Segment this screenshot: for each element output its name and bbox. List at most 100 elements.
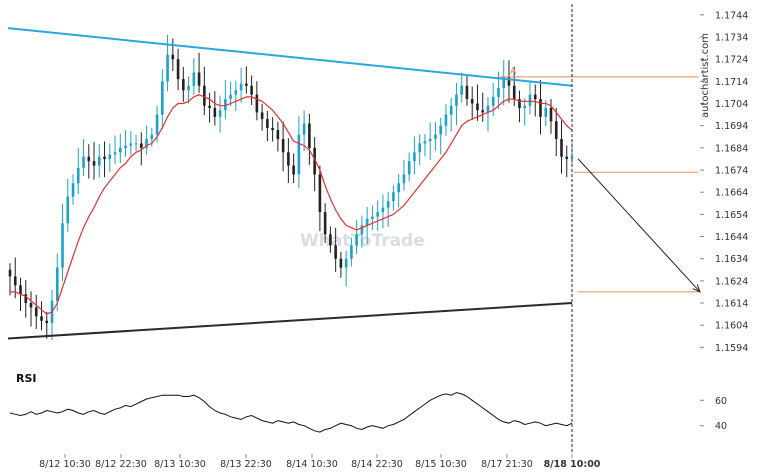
time-tick-label: 8/18 10:00 [544, 459, 601, 470]
time-tick-label: 8/14 22:30 [351, 459, 403, 470]
candle-body [507, 76, 511, 86]
candle-body [192, 72, 196, 86]
price-tick-label: 1.1634 [715, 254, 748, 265]
candle-body [224, 99, 227, 111]
candle-body [491, 96, 495, 106]
candle-body [19, 285, 22, 295]
candle-body [34, 307, 38, 317]
candle-body [460, 85, 464, 95]
price-tick-label: 1.1654 [715, 210, 748, 221]
candle-body [255, 94, 259, 113]
candle-body [92, 161, 96, 166]
candle-body [229, 94, 232, 100]
candle-body [239, 83, 243, 91]
rsi-label: RSI [16, 372, 37, 385]
candle-body [176, 59, 180, 80]
candle-body [281, 138, 285, 153]
site-label: autochartist.com [700, 33, 711, 118]
candle-body [134, 143, 138, 145]
price-tick-label: 1.1664 [715, 188, 748, 199]
price-tick-label: 1.1644 [715, 232, 748, 243]
candle-body [344, 258, 348, 268]
candle-body [292, 165, 295, 175]
candle-body [339, 258, 343, 268]
candle-body [518, 99, 521, 108]
time-tick-label: 8/13 10:30 [154, 459, 206, 470]
candle-body [371, 216, 374, 219]
candle-body [365, 218, 369, 226]
candle-body [82, 156, 85, 168]
candle-body [266, 119, 269, 128]
candle-body [565, 156, 569, 159]
candle-body [150, 134, 154, 139]
candle-body [250, 85, 253, 95]
projection-line [577, 158, 701, 293]
candle-body [486, 105, 490, 113]
candle-body [539, 99, 542, 117]
candle-body [24, 294, 28, 304]
candle-body [208, 105, 211, 108]
candle-body [465, 85, 469, 100]
candle-body [145, 138, 148, 148]
time-tick-label: 8/13 22:30 [220, 459, 272, 470]
candle-body [392, 192, 395, 202]
price-tick-label: 1.1604 [715, 321, 748, 332]
candle-body [512, 85, 516, 100]
candle-body [470, 99, 474, 104]
candle-body [245, 83, 248, 86]
candle-body [428, 138, 432, 142]
resistance-trendline [7, 27, 573, 87]
candle-body [260, 112, 264, 120]
candle-body [360, 225, 364, 235]
candle-body [171, 54, 175, 60]
candle-body [502, 76, 506, 89]
price-tick-label: 1.1734 [715, 33, 748, 44]
projection-arrowhead [692, 284, 701, 293]
time-axis: 8/12 10:30 8/12 22:30 8/13 10:30 8/13 22:30… [39, 454, 601, 470]
candle-body [544, 107, 548, 117]
candle-body [444, 114, 448, 126]
candle-body [76, 167, 80, 184]
time-tick-label: 8/14 10:30 [286, 459, 338, 470]
candle-body [476, 103, 479, 111]
projection-arrow [577, 158, 701, 293]
candle-body [113, 152, 117, 155]
candle-body [418, 143, 421, 153]
candle-body [166, 54, 169, 82]
candle-body [271, 127, 274, 131]
candle-body [71, 183, 75, 197]
candle-body [386, 201, 390, 208]
rsi-tick-label: 60 [715, 396, 727, 407]
candle-body [187, 85, 190, 91]
candle-body [8, 269, 12, 277]
price-tick-label: 1.1714 [715, 77, 748, 88]
candle-body [97, 156, 101, 166]
candle-body [533, 94, 537, 100]
candle-body [402, 174, 406, 184]
price-tick-label: 1.1694 [715, 121, 748, 132]
candle-body [329, 234, 332, 246]
candle-body [55, 267, 59, 301]
candle-body [129, 143, 133, 146]
rsi-line [9, 392, 573, 433]
candle-body [308, 123, 311, 148]
price-tick-label: 1.1674 [715, 166, 748, 177]
candle-body [497, 88, 500, 97]
candle-body [103, 156, 106, 159]
candlestick-series [8, 35, 574, 341]
candle-body [203, 85, 206, 106]
price-tick-label: 1.1624 [715, 276, 748, 287]
price-axis: 1.1744 1.1734 1.1724 1.1714 1.1704 1.1694 1.16… [700, 10, 748, 354]
candle-body [554, 121, 558, 139]
candle-body [455, 94, 458, 106]
candle-body [397, 183, 400, 193]
candle-body [213, 107, 217, 117]
candle-body [381, 207, 385, 213]
pattern-point-label: A [510, 67, 517, 77]
candle-body [449, 105, 453, 115]
target-levels [500, 76, 698, 293]
candle-body [218, 110, 222, 117]
candle-body [297, 134, 301, 175]
candle-body [40, 316, 43, 321]
candle-body [87, 156, 91, 162]
